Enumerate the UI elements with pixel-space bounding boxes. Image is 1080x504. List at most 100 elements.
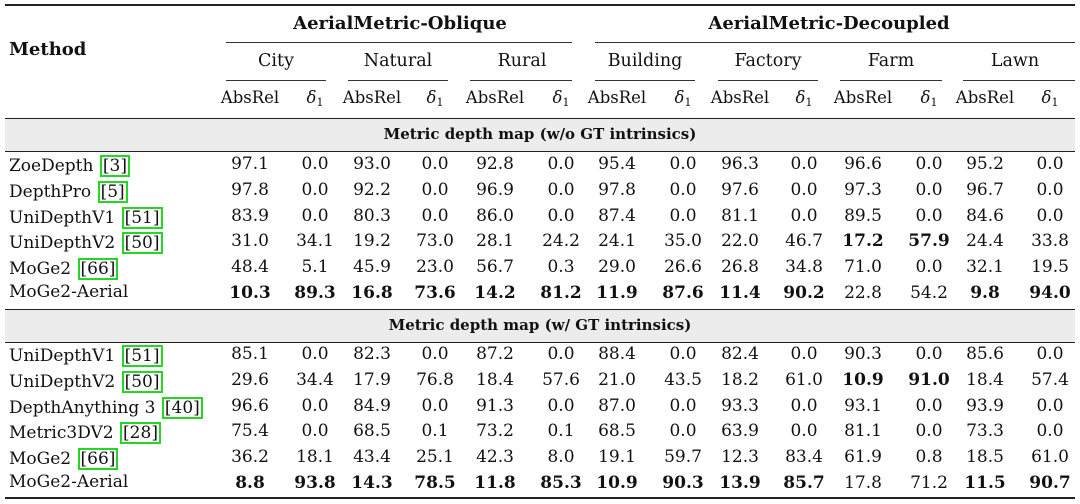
delta-subscript: 1: [684, 96, 692, 109]
dataset-header-lawn: Lawn: [990, 51, 1040, 71]
metric-header-delta1: δ1: [306, 88, 324, 109]
value-cell: 0.0: [301, 421, 329, 442]
value-cell: 0.1: [547, 421, 575, 442]
value-cell: 0.0: [915, 154, 943, 174]
value-cell: 11.8: [474, 473, 516, 493]
value-cell: 11.9: [596, 283, 638, 303]
value-cell: 61.0: [1031, 447, 1069, 468]
top-rule: [5, 4, 1075, 6]
value-cell: 0.0: [790, 154, 818, 174]
group-header-oblique: AerialMetric-Oblique: [293, 13, 507, 34]
value-cell: 0.0: [669, 344, 697, 364]
dataset-header-city: City: [258, 51, 294, 71]
value-cell: 90.3: [844, 344, 882, 364]
section-2-rule: [5, 342, 1075, 343]
value-cell: 16.8: [351, 283, 393, 303]
method-name: DepthAnything 3: [9, 397, 156, 418]
citation-link[interactable]: [28]: [120, 422, 161, 445]
value-cell: 57.4: [1031, 369, 1069, 390]
value-cell: 68.5: [598, 421, 636, 442]
value-cell: 92.2: [353, 179, 391, 200]
value-cell: 0.0: [915, 205, 943, 226]
value-cell: 93.9: [966, 395, 1004, 416]
dataset-rule-natural: [348, 80, 448, 81]
value-cell: 14.2: [474, 283, 516, 303]
method-cell: UniDepthV2 [50]: [9, 370, 163, 393]
citation-link[interactable]: [5]: [97, 180, 128, 203]
citation-link[interactable]: [51]: [121, 345, 163, 367]
value-cell: 87.0: [598, 395, 636, 416]
value-cell: 85.7: [783, 473, 825, 493]
value-cell: 0.0: [669, 154, 697, 174]
dataset-header-rural: Rural: [497, 51, 547, 71]
method-name: MoGe2-Aerial: [9, 282, 129, 302]
metric-header-absrel: AbsRel: [342, 88, 402, 107]
value-cell: 0.0: [915, 179, 943, 200]
value-cell: 0.0: [301, 179, 329, 200]
value-cell: 54.2: [910, 283, 948, 303]
citation-link[interactable]: [66]: [77, 448, 119, 471]
value-cell: 92.8: [476, 154, 514, 174]
value-cell: 35.0: [664, 231, 702, 252]
value-cell: 0.0: [669, 179, 697, 200]
metric-header-absrel: AbsRel: [833, 88, 893, 107]
metric-header-absrel: AbsRel: [587, 88, 647, 107]
value-cell: 0.1: [421, 421, 449, 442]
citation-link[interactable]: [50]: [121, 370, 163, 393]
value-cell: 42.3: [476, 447, 514, 468]
metric-header-delta1: δ1: [1042, 89, 1059, 108]
value-cell: 96.7: [966, 179, 1004, 200]
value-cell: 0.0: [790, 205, 818, 226]
delta-subscript: 1: [436, 96, 444, 109]
metric-header-absrel: AbsRel: [465, 88, 525, 107]
value-cell: 45.9: [353, 257, 391, 278]
group-rule-decoupled: [595, 42, 1075, 43]
method-cell: UniDepthV1 [51]: [9, 345, 163, 367]
delta-subscript: 1: [316, 96, 324, 109]
value-cell: 76.8: [416, 369, 454, 390]
value-cell: 0.0: [915, 395, 943, 416]
value-cell: 0.0: [790, 179, 818, 200]
value-cell: 73.0: [416, 231, 454, 252]
dataset-header-building: Building: [607, 51, 683, 71]
metric-header-delta1: δ1: [427, 89, 444, 109]
value-cell: 73.3: [966, 421, 1004, 442]
value-cell: 14.3: [351, 473, 393, 493]
value-cell: 0.0: [1036, 179, 1064, 200]
value-cell: 19.5: [1031, 257, 1069, 278]
value-cell: 8.0: [547, 447, 575, 468]
dataset-header-factory: Factory: [734, 51, 802, 71]
delta-subscript: 1: [805, 96, 813, 109]
citation-number: 3: [109, 156, 121, 176]
value-cell: 10.9: [842, 369, 884, 390]
method-name: UniDepthV1: [9, 207, 116, 228]
citation-number: 40: [171, 397, 194, 418]
citation-link[interactable]: [40]: [161, 396, 203, 419]
value-cell: 48.4: [231, 257, 269, 278]
value-cell: 87.4: [598, 205, 636, 226]
citation-link[interactable]: [51]: [121, 206, 163, 229]
bottom-rule: [5, 497, 1075, 499]
value-cell: 90.7: [1029, 473, 1071, 493]
citation-link[interactable]: [66]: [77, 258, 119, 281]
method-name: MoGe2-Aerial: [9, 472, 129, 492]
value-cell: 57.6: [542, 369, 580, 390]
value-cell: 22.0: [721, 231, 759, 252]
value-cell: 84.6: [966, 205, 1004, 226]
value-cell: 93.8: [294, 473, 336, 493]
citation-link[interactable]: [3]: [99, 155, 130, 177]
value-cell: 0.0: [790, 395, 818, 416]
citation-link[interactable]: [50]: [121, 232, 163, 255]
value-cell: 0.0: [669, 205, 697, 226]
delta-symbol: δ: [920, 88, 931, 107]
citation-number: 5: [107, 181, 119, 202]
value-cell: 0.0: [421, 205, 449, 226]
value-cell: 96.9: [476, 179, 514, 200]
value-cell: 75.4: [231, 421, 269, 442]
value-cell: 86.0: [476, 205, 514, 226]
delta-symbol: δ: [306, 88, 317, 107]
value-cell: 0.0: [1036, 421, 1064, 442]
value-cell: 85.6: [966, 344, 1004, 364]
value-cell: 63.9: [721, 421, 759, 442]
value-cell: 43.5: [664, 369, 702, 390]
